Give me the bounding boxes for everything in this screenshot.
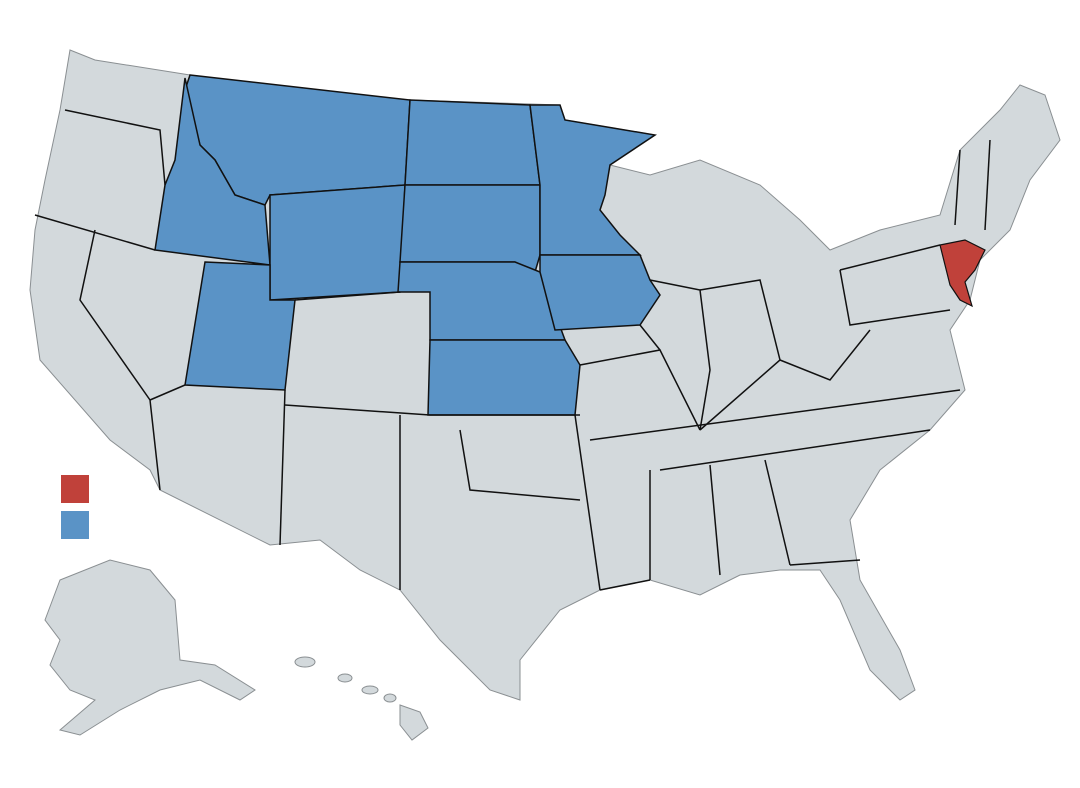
red-highlighted-region xyxy=(939,239,986,308)
state-north-dakota xyxy=(404,99,541,186)
legend-swatch-blue xyxy=(61,511,89,539)
state-south-dakota xyxy=(399,184,541,274)
state-iowa xyxy=(539,254,661,331)
blue-highlighted-region xyxy=(154,74,661,416)
legend-swatch-red xyxy=(61,475,89,503)
state-minnesota xyxy=(529,104,657,256)
hawaii-land xyxy=(294,656,429,741)
state-idaho xyxy=(154,77,271,266)
state-wyoming xyxy=(269,184,406,301)
state-borders xyxy=(34,109,991,591)
state-kansas xyxy=(427,339,581,416)
alaska-land xyxy=(44,559,256,736)
